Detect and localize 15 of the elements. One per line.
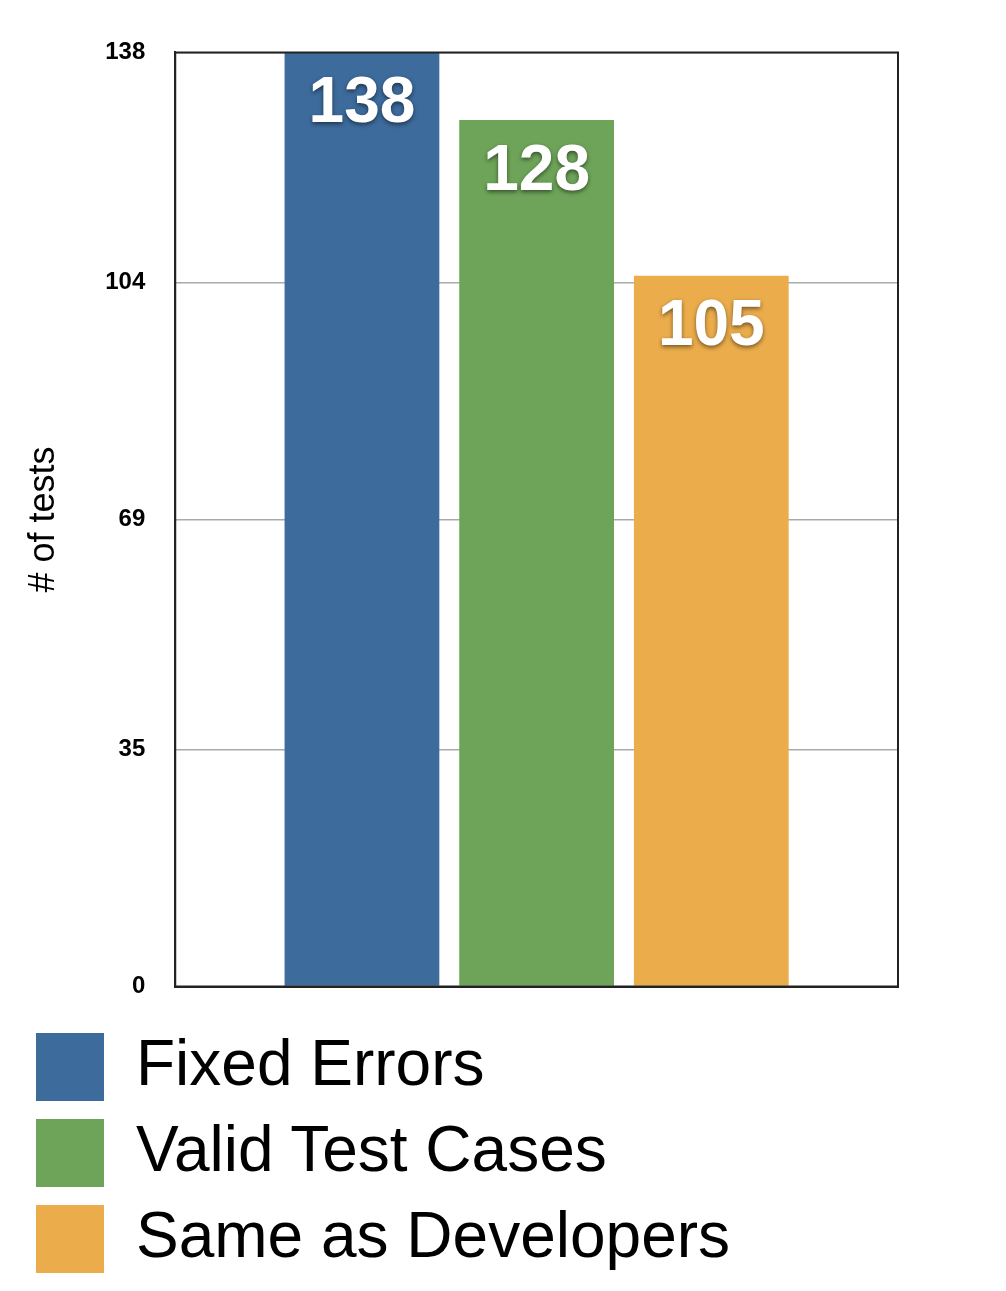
bar xyxy=(284,52,440,986)
legend-label: Valid Test Cases xyxy=(136,1112,607,1185)
y-axis-title: # of tests xyxy=(20,446,62,593)
y-tick-label: 35 xyxy=(118,734,146,762)
y-tick-label: 0 xyxy=(131,971,146,999)
y-tick-label: 104 xyxy=(105,267,146,295)
y-tick-label: 69 xyxy=(118,504,146,532)
legend-label: Same as Developers xyxy=(136,1198,731,1271)
data-label: 128 xyxy=(483,131,591,204)
y-tick-label: 138 xyxy=(105,37,146,65)
legend-label: Fixed Errors xyxy=(136,1026,485,1099)
bar xyxy=(459,120,614,986)
bar xyxy=(633,275,789,986)
data-label: 138 xyxy=(308,64,416,137)
data-label: 105 xyxy=(657,287,765,360)
